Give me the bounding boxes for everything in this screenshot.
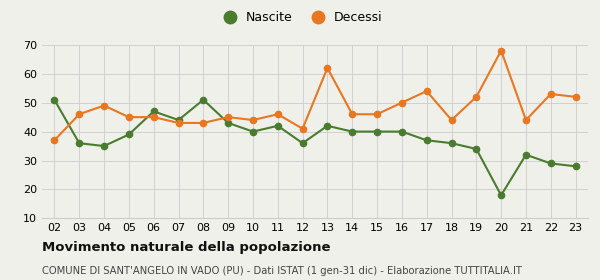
Nascite [547,162,554,165]
Nascite [398,130,406,133]
Nascite [250,130,257,133]
Decessi [523,118,530,122]
Nascite [497,193,505,197]
Decessi [200,121,207,125]
Decessi [398,101,406,104]
Nascite [448,141,455,145]
Nascite [572,165,579,168]
Nascite [473,147,480,151]
Nascite [150,110,157,113]
Nascite [324,124,331,127]
Decessi [125,115,133,119]
Decessi [76,113,83,116]
Decessi [51,139,58,142]
Decessi [224,115,232,119]
Nascite [175,118,182,122]
Decessi [448,118,455,122]
Nascite [423,139,430,142]
Decessi [175,121,182,125]
Line: Decessi: Decessi [51,48,579,143]
Nascite [274,124,281,127]
Decessi [274,113,281,116]
Nascite [224,121,232,125]
Line: Nascite: Nascite [51,97,579,198]
Nascite [299,141,306,145]
Nascite [51,98,58,101]
Decessi [100,104,107,107]
Text: COMUNE DI SANT'ANGELO IN VADO (PU) - Dati ISTAT (1 gen-31 dic) - Elaborazione TU: COMUNE DI SANT'ANGELO IN VADO (PU) - Dat… [42,266,522,276]
Decessi [497,49,505,52]
Nascite [76,141,83,145]
Decessi [349,113,356,116]
Nascite [523,153,530,157]
Text: Movimento naturale della popolazione: Movimento naturale della popolazione [42,241,331,254]
Decessi [373,113,380,116]
Decessi [299,127,306,130]
Nascite [373,130,380,133]
Decessi [547,92,554,96]
Nascite [125,133,133,136]
Decessi [150,115,157,119]
Decessi [423,89,430,93]
Decessi [572,95,579,99]
Nascite [100,144,107,148]
Decessi [250,118,257,122]
Legend: Nascite, Decessi: Nascite, Decessi [212,6,388,29]
Nascite [349,130,356,133]
Decessi [324,66,331,70]
Nascite [200,98,207,101]
Decessi [473,95,480,99]
